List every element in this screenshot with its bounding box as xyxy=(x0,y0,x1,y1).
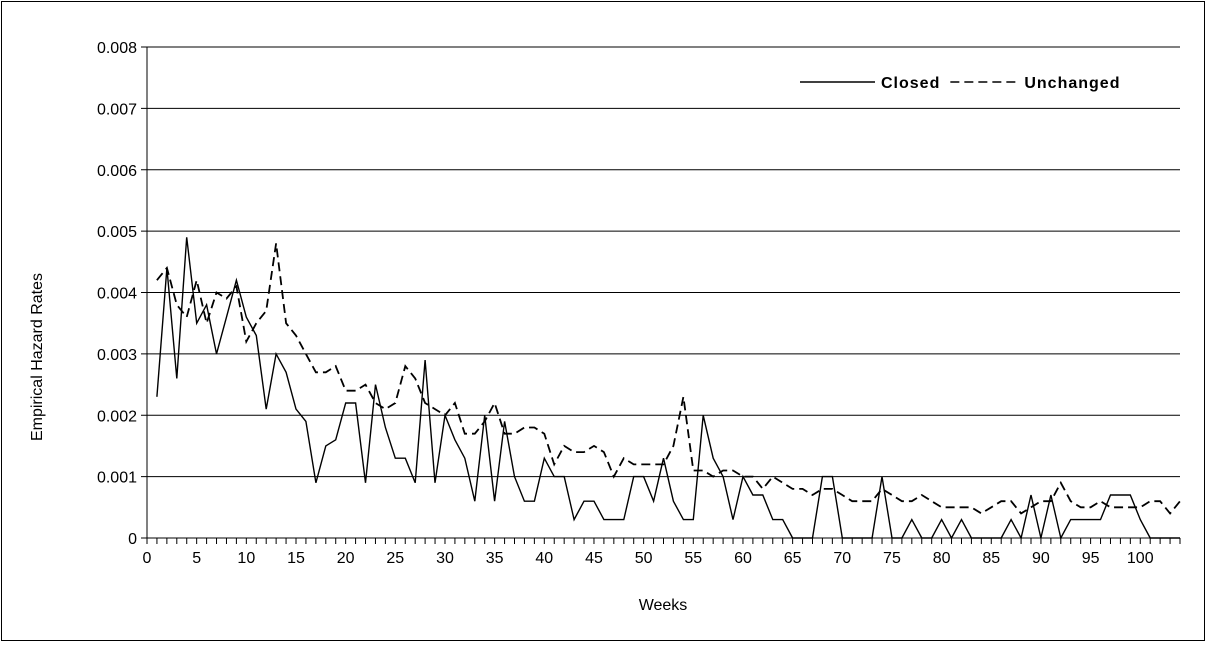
y-tick-label: 0.005 xyxy=(97,224,137,241)
x-tick-label: 95 xyxy=(1082,550,1100,567)
x-tick-label: 25 xyxy=(386,550,404,567)
y-tick-label: 0.002 xyxy=(97,408,137,425)
x-tick-label: 20 xyxy=(337,550,355,567)
x-tick-label: 15 xyxy=(287,550,305,567)
y-tick-label: 0 xyxy=(128,531,137,548)
y-tick-label: 0.003 xyxy=(97,347,137,364)
x-tick-label: 50 xyxy=(635,550,653,567)
x-tick-label: 65 xyxy=(784,550,802,567)
x-tick-label: 40 xyxy=(535,550,553,567)
y-tick-label: 0.008 xyxy=(97,40,137,57)
x-tick-label: 5 xyxy=(192,550,201,567)
y-tick-label: 0.001 xyxy=(97,470,137,487)
y-tick-label: 0.006 xyxy=(97,163,137,180)
series-line-closed xyxy=(156,237,1180,540)
x-tick-label: 80 xyxy=(933,550,951,567)
y-axis-label: Empirical Hazard Rates xyxy=(29,273,46,441)
axes: 0 0.001 0.002 0.003 0.004 0.005 0.006 0.007 0.00… xyxy=(97,40,1181,567)
x-tick-label: 100 xyxy=(1127,550,1154,567)
legend: Closed Unchanged xyxy=(800,75,1120,92)
x-tick-label: 0 xyxy=(143,550,152,567)
series-lines xyxy=(156,237,1181,540)
x-tick-label: 55 xyxy=(684,550,702,567)
x-axis-label: Weeks xyxy=(639,597,688,614)
legend-label-closed: Closed xyxy=(881,75,940,92)
x-tick-label: 75 xyxy=(883,550,901,567)
series-line-unchanged xyxy=(156,243,1181,515)
x-tick-label: 10 xyxy=(237,550,255,567)
x-tick-label: 45 xyxy=(585,550,603,567)
y-tick-label: 0.004 xyxy=(97,286,137,303)
legend-label-unchanged: Unchanged xyxy=(1024,75,1120,92)
x-tick-label: 35 xyxy=(486,550,504,567)
y-tick-label: 0.007 xyxy=(97,101,137,118)
x-tick-label: 90 xyxy=(1032,550,1050,567)
x-tick-label: 60 xyxy=(734,550,752,567)
x-tick-label: 85 xyxy=(982,550,1000,567)
gridlines xyxy=(147,46,1180,478)
x-tick-label: 30 xyxy=(436,550,454,567)
x-tick-label: 70 xyxy=(833,550,851,567)
